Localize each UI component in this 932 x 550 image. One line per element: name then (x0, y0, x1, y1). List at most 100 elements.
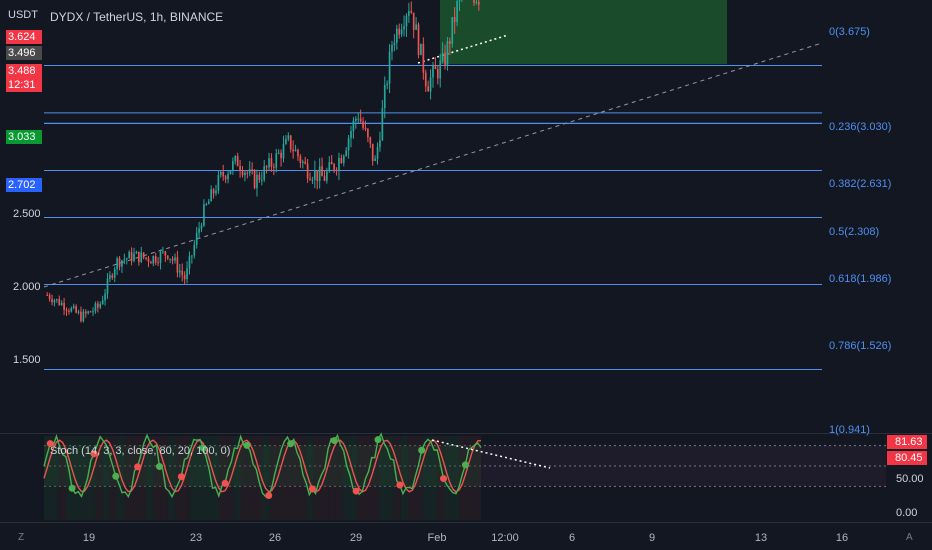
stoch-heat-stripe (182, 436, 190, 520)
candle (125, 258, 128, 260)
candle (234, 156, 237, 162)
candle (203, 204, 205, 226)
candle (205, 204, 208, 206)
candle (65, 309, 68, 311)
stoch-title[interactable]: Stoch (14, 3, 3, close, 80, 20, 100, 0) (50, 445, 231, 457)
stoch-cross-dot (90, 450, 98, 458)
candle (347, 138, 350, 151)
candle (94, 303, 97, 312)
fib-label: 0.5(2.308) (829, 226, 880, 238)
candle (292, 149, 294, 152)
stoch-cross-dot (287, 440, 295, 448)
candle (92, 311, 94, 313)
candle (367, 129, 369, 138)
candle (99, 304, 102, 308)
candle (299, 156, 302, 163)
stoch-heat-stripe (196, 436, 205, 520)
candle (176, 257, 179, 273)
candle (408, 10, 410, 16)
candle (436, 68, 439, 79)
candle (458, 0, 461, 2)
stoch-heat-stripe (65, 436, 74, 520)
candle (287, 135, 290, 139)
candle (51, 299, 53, 303)
candle (424, 72, 427, 87)
stoch-heat-stripe (408, 436, 416, 520)
candle (128, 251, 131, 259)
candle (101, 300, 104, 305)
candle (422, 43, 425, 73)
candle (174, 257, 176, 261)
candle (268, 158, 270, 168)
candle (439, 60, 442, 79)
candle (215, 190, 217, 194)
candle (207, 201, 210, 205)
candle (453, 17, 456, 23)
last-price-tag: 3.488 (6, 64, 42, 78)
candle (229, 170, 232, 175)
current-price-tag: 3.496 (6, 46, 42, 60)
divergence-line-stoch (431, 439, 551, 469)
candle (241, 170, 244, 176)
candle (318, 166, 321, 182)
candle (285, 138, 287, 145)
stoch-heat-stripe (371, 436, 380, 520)
candle (376, 147, 379, 159)
time-tick: Feb (427, 532, 447, 544)
stoch-heat-stripe (328, 436, 336, 520)
candle (164, 251, 167, 256)
time-tick: 13 (754, 532, 768, 544)
symbol-title[interactable]: DYDX / TetherUS, 1h, BINANCE (50, 10, 224, 24)
candle (147, 257, 150, 262)
stoch-tick: 50.00 (896, 473, 924, 485)
time-tick: 16 (835, 532, 849, 544)
candle (456, 1, 458, 23)
currency-label: USDT (8, 9, 38, 21)
candle (477, 1, 480, 5)
time-tick: 6 (568, 532, 576, 544)
fib-label: 0.618(1.986) (829, 273, 892, 285)
candle (340, 157, 343, 164)
stoch-k-tag: 81.63 (887, 435, 927, 449)
candle (306, 163, 309, 179)
candle (265, 166, 268, 168)
auto-scale-button[interactable]: A (906, 532, 913, 543)
stoch-cross-dot (396, 481, 404, 489)
candle (60, 302, 63, 305)
stoch-heat-stripe (473, 436, 481, 520)
stoch-heat-stripe (386, 436, 394, 520)
stoch-heat-stripe (298, 436, 307, 520)
candle (171, 258, 174, 261)
price-tick: 2.500 (13, 208, 41, 220)
time-tick: 23 (189, 532, 203, 544)
candle (56, 299, 58, 301)
stoch-heat-stripe (153, 436, 161, 520)
countdown-tag: 12:31 (6, 78, 42, 92)
candle (212, 189, 215, 194)
stoch-cross-dot (374, 436, 382, 444)
candle (330, 162, 333, 165)
stoch-heat-stripe (44, 436, 52, 520)
candle (121, 260, 123, 267)
candle (77, 311, 80, 313)
candle (154, 256, 157, 263)
candle (309, 178, 311, 180)
candle (313, 169, 316, 180)
candle (116, 258, 118, 270)
zoom-toggle-icon[interactable]: Z (18, 532, 25, 543)
candle (70, 307, 73, 312)
stoch-cross-dot (330, 437, 338, 445)
stoch-heat-stripe (218, 436, 227, 520)
stoch-cross-dot (177, 473, 185, 481)
stoch-cross-dot (352, 487, 360, 495)
candle (263, 166, 266, 180)
fib-label: 1(0.941) (829, 424, 870, 436)
candle (345, 150, 348, 156)
candle (137, 251, 140, 263)
stoch-heat-stripe (291, 436, 299, 520)
stoch-heat-stripe (233, 436, 241, 520)
candle (405, 15, 408, 27)
candle (297, 149, 299, 157)
